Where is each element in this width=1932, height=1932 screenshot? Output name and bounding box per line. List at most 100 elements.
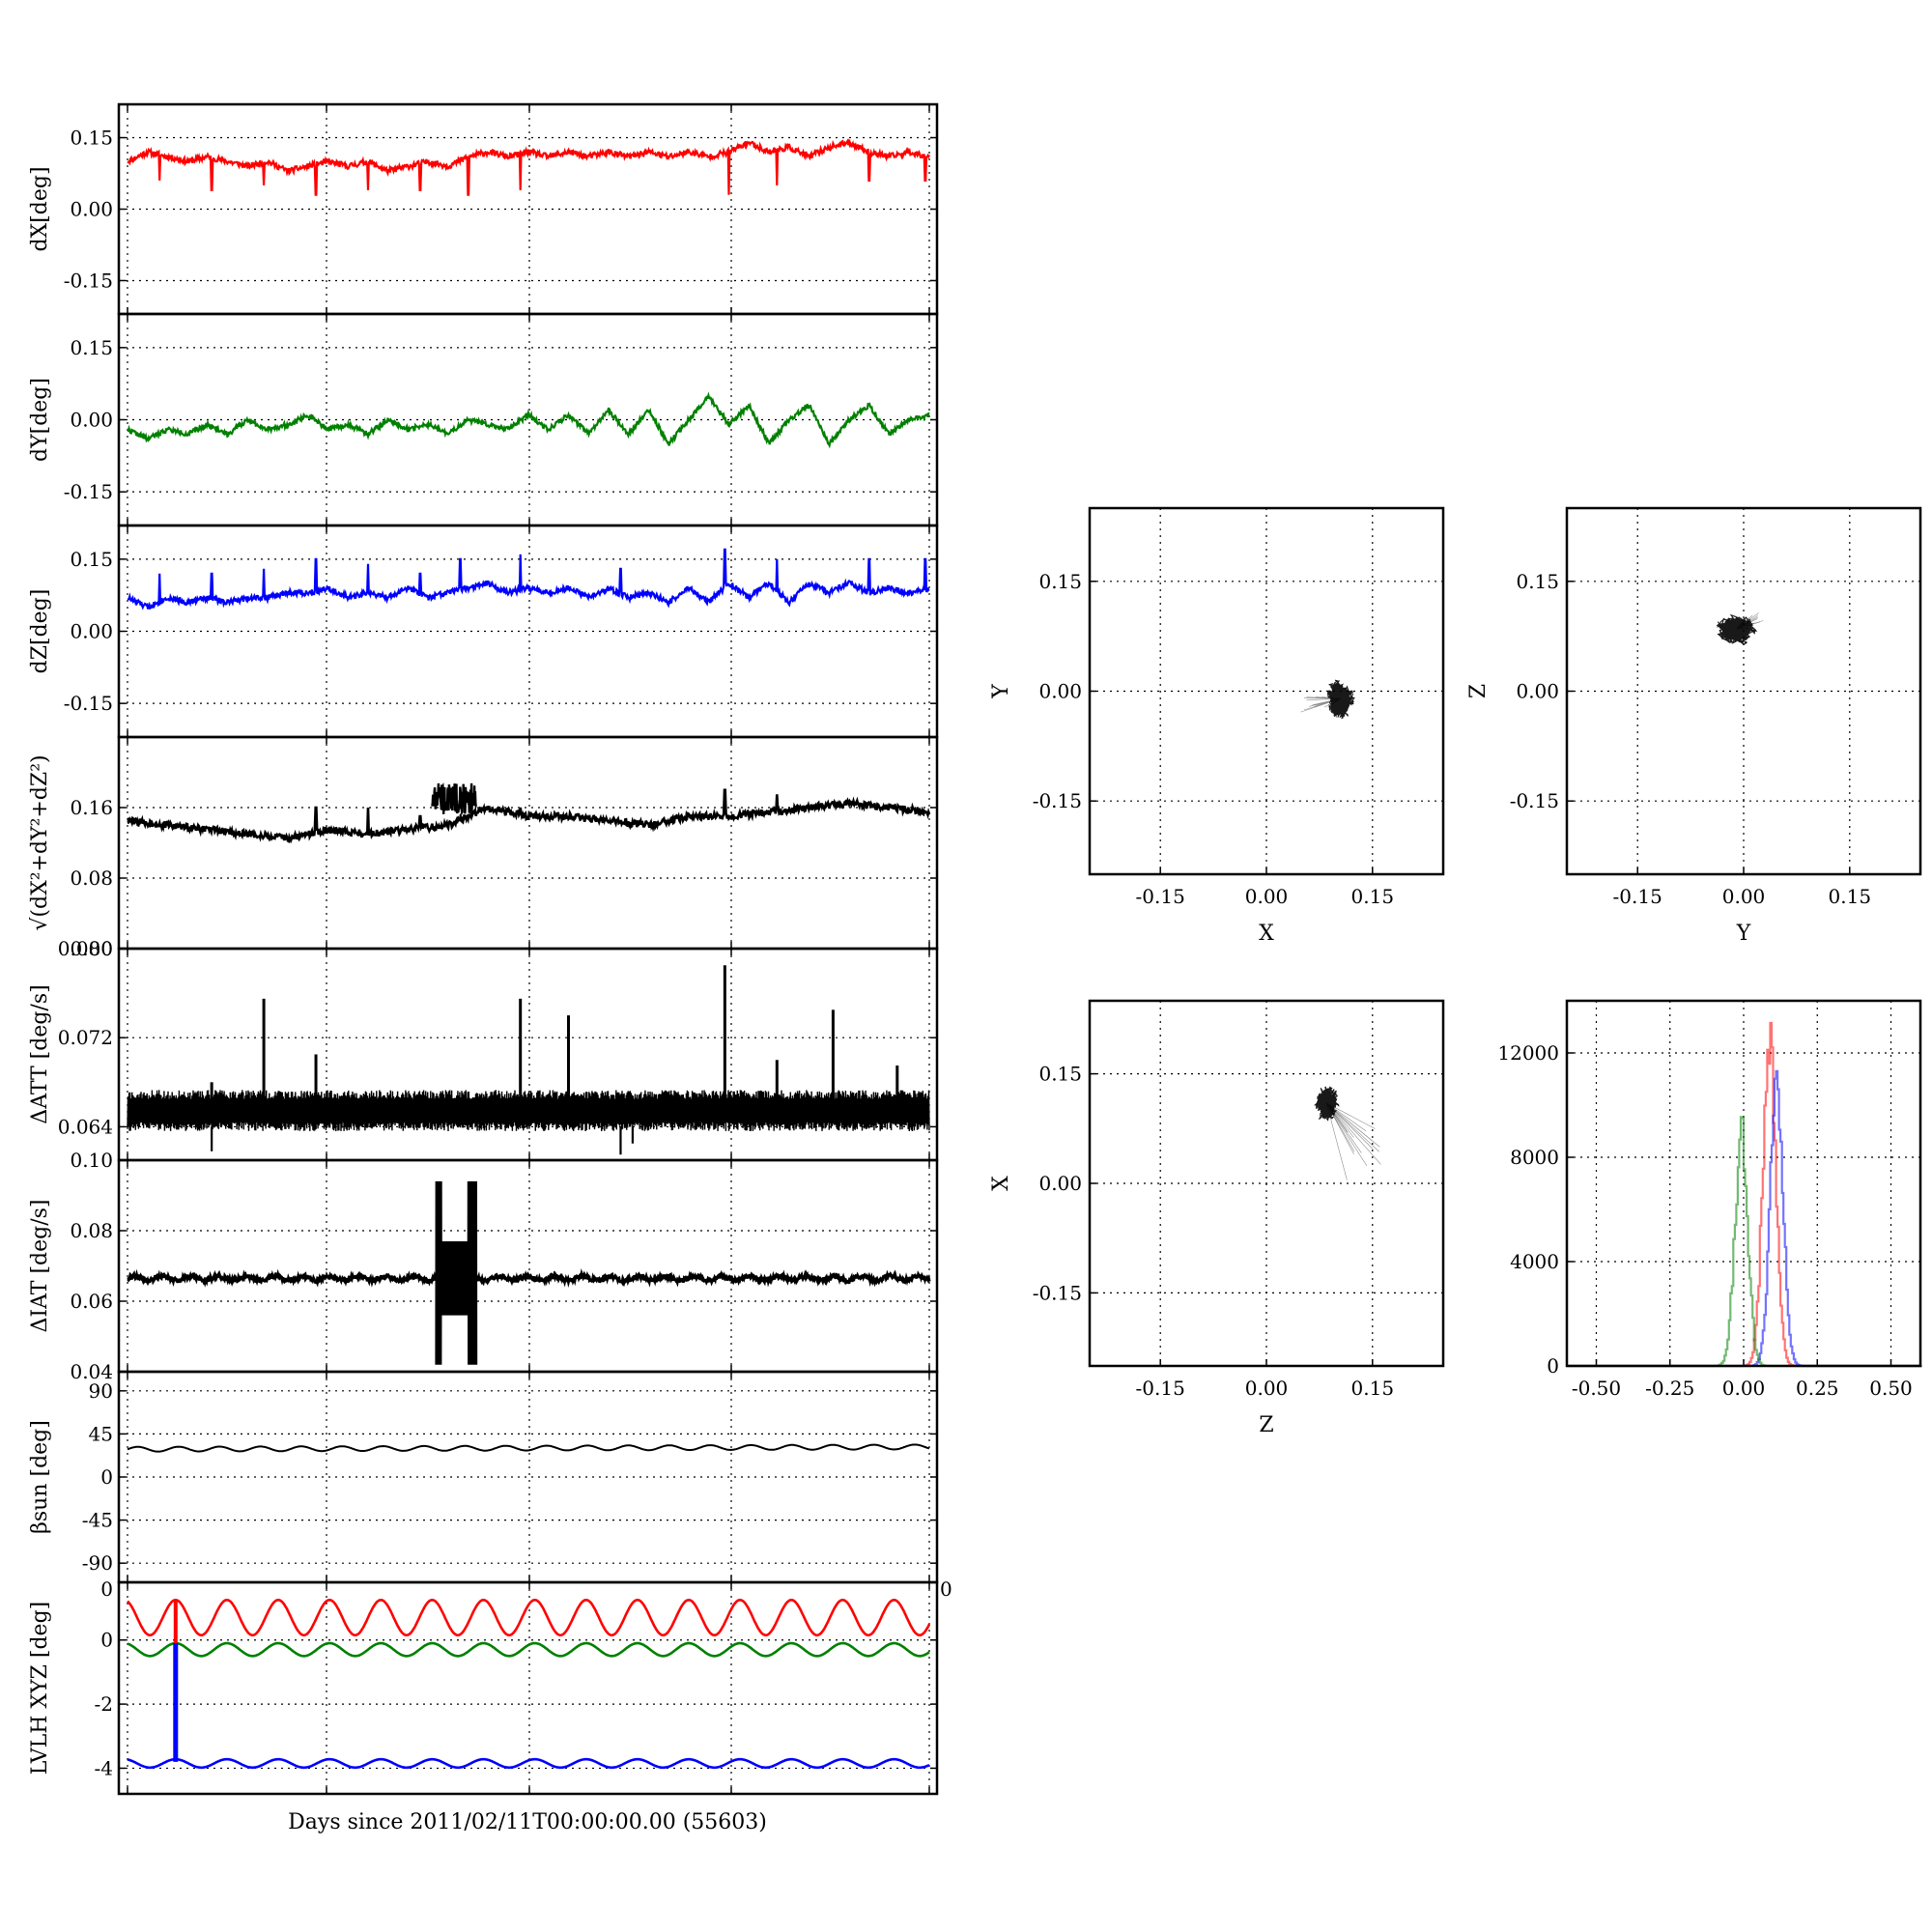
y-axis-label: X — [989, 1176, 1013, 1191]
series-line — [127, 391, 930, 449]
x-axis-label: Days since 2011/02/11T00:00:00.00 (55603… — [288, 1810, 767, 1834]
x-tick-label: -0.15 — [1136, 885, 1185, 908]
scatter-tail — [1325, 1102, 1381, 1180]
dy-panel: 0.15 0.00 -0.15 dY[deg] — [28, 312, 939, 527]
y-tick-label: 0.10 — [70, 1149, 113, 1172]
y-tick-label: -2 — [95, 1692, 113, 1716]
y-tick-label: -45 — [82, 1509, 113, 1532]
series-line — [127, 548, 930, 611]
axes-frame — [117, 735, 939, 951]
y-tick-label: 0.08 — [70, 867, 113, 890]
x-tick-label: 0.15 — [1351, 885, 1395, 908]
y-tick-label: 0.00 — [70, 620, 113, 643]
hist-panel: -0.50 -0.25 0.00 0.25 0.50 12000 8000 4000 0 — [1497, 999, 1922, 1400]
yz-panel: -0.15 0.00 0.15 0.15 0.00 -0.15 Y Z — [1466, 506, 1922, 946]
y-tick-label: 90 — [89, 1379, 113, 1403]
y-tick-label: 12000 — [1497, 1041, 1559, 1065]
x-tick-label: 0.15 — [1351, 1377, 1395, 1400]
x-tick-label: 0.25 — [1796, 1377, 1839, 1400]
mag-panel: 0.16 0.08 0.00 √(dX²+dY²+dZ²) — [28, 735, 939, 960]
axes-frame — [117, 1580, 939, 1796]
y-tick-label: 0.064 — [58, 1115, 113, 1138]
y-tick-label: 0 — [940, 1577, 952, 1601]
axes-frame — [1565, 999, 1922, 1368]
x-tick-label: 0.15 — [1829, 885, 1872, 908]
y-tick-label: 0.15 — [70, 548, 113, 571]
y-tick-label: 0 — [100, 1577, 113, 1601]
y-axis-label: Z — [1466, 684, 1491, 698]
y-axis-label: LVLH XYZ [deg] — [28, 1602, 52, 1776]
y-tick-label: -90 — [82, 1551, 113, 1575]
y-tick-label: -0.15 — [1510, 789, 1559, 812]
y-axis-label: dZ[deg] — [28, 589, 52, 674]
diat-panel: 0.10 0.08 0.06 0.04 ΔIAT [deg/s] — [28, 1149, 939, 1383]
x-axis-label: Z — [1259, 1413, 1273, 1437]
series-burst — [435, 1180, 478, 1365]
dx-panel: 0.15 0.00 -0.15 dX[deg] — [28, 102, 939, 316]
x-tick-label: 0.00 — [1722, 1377, 1766, 1400]
series-band — [127, 1090, 930, 1132]
x-tick-label: 0.50 — [1869, 1377, 1913, 1400]
lvlh-panel: 0 -2 -4 0 0 LVLH XYZ [deg] — [28, 1577, 952, 1796]
series-line — [127, 788, 931, 844]
series-line — [127, 1641, 930, 1658]
y-tick-label: -0.15 — [64, 692, 113, 715]
xy-panel: -0.15 0.00 0.15 0.15 0.00 -0.15 X Y — [989, 506, 1445, 946]
y-tick-label: 0.15 — [1516, 570, 1559, 593]
y-tick-label: 0 — [100, 1629, 113, 1652]
y-tick-label: 0.080 — [58, 937, 113, 960]
y-tick-label: -4 — [95, 1756, 113, 1779]
series-line — [127, 1757, 930, 1770]
y-tick-label: 0.072 — [58, 1026, 113, 1049]
x-tick-label: 0.00 — [1245, 885, 1289, 908]
y-axis-label: √(dX²+dY²+dZ²) — [28, 754, 52, 930]
x-tick-label: -0.15 — [1136, 1377, 1185, 1400]
y-tick-label: 0.15 — [70, 127, 113, 150]
y-axis-label: ΔATT [deg/s] — [28, 984, 52, 1123]
plots-layer: 0.15 0.00 -0.15 dX[deg] 0.15 0.00 -0.15 dY[deg]… — [28, 102, 1922, 1796]
y-tick-label: -0.15 — [1033, 789, 1082, 812]
histogram-series — [1567, 1021, 1922, 1368]
y-tick-label: 0.00 — [70, 937, 113, 960]
axes-frame — [1565, 506, 1922, 876]
y-axis-label: Y — [989, 684, 1013, 699]
scatter-trace — [1716, 613, 1757, 645]
y-tick-label: 0 — [100, 1465, 113, 1489]
y-axis-label: βsun [deg] — [28, 1420, 52, 1534]
y-tick-label: 0.06 — [70, 1290, 113, 1313]
x-axis-label: Y — [1736, 922, 1751, 946]
y-tick-label: 8000 — [1510, 1146, 1559, 1169]
x-tick-label: -0.50 — [1572, 1377, 1621, 1400]
y-tick-label: 0.08 — [70, 1219, 113, 1242]
series-line — [127, 1267, 931, 1288]
histogram-series — [1567, 1069, 1922, 1368]
scatter-tail — [1736, 612, 1764, 630]
y-tick-label: 0.00 — [70, 409, 113, 432]
datt-panel: 0.080 0.072 0.064 ΔATT [deg/s] — [28, 937, 939, 1162]
axes-frame — [1088, 999, 1445, 1368]
scatter-tail — [1300, 696, 1342, 713]
x-tick-label: -0.25 — [1645, 1377, 1694, 1400]
y-tick-label: 0.15 — [1038, 1063, 1082, 1086]
axes-frame — [1088, 506, 1445, 876]
x-tick-label: 0.00 — [1722, 885, 1766, 908]
scatter-trace — [1314, 1086, 1340, 1122]
y-axis-label: dX[deg] — [28, 166, 52, 251]
dz-panel: 0.15 0.00 -0.15 dZ[deg] — [28, 524, 939, 739]
series-line — [127, 1443, 930, 1453]
x-tick-label: 0.00 — [1245, 1377, 1289, 1400]
y-axis-label: ΔIAT [deg/s] — [28, 1200, 52, 1333]
y-tick-label: 4000 — [1510, 1250, 1559, 1273]
y-tick-label: -0.15 — [64, 269, 113, 292]
series-line — [127, 1598, 931, 1637]
y-tick-label: 0.15 — [1038, 570, 1082, 593]
x-tick-label: -0.15 — [1613, 885, 1662, 908]
series-burst — [431, 781, 477, 816]
beta-panel: 90 45 0 -45 -90 βsun [deg] — [28, 1370, 939, 1584]
axes-frame — [117, 1158, 939, 1374]
y-tick-label: 0 — [1547, 1354, 1559, 1378]
y-tick-label: 0.00 — [1038, 680, 1082, 703]
scatter-trace — [1326, 679, 1356, 720]
y-tick-label: -0.15 — [1033, 1281, 1082, 1304]
